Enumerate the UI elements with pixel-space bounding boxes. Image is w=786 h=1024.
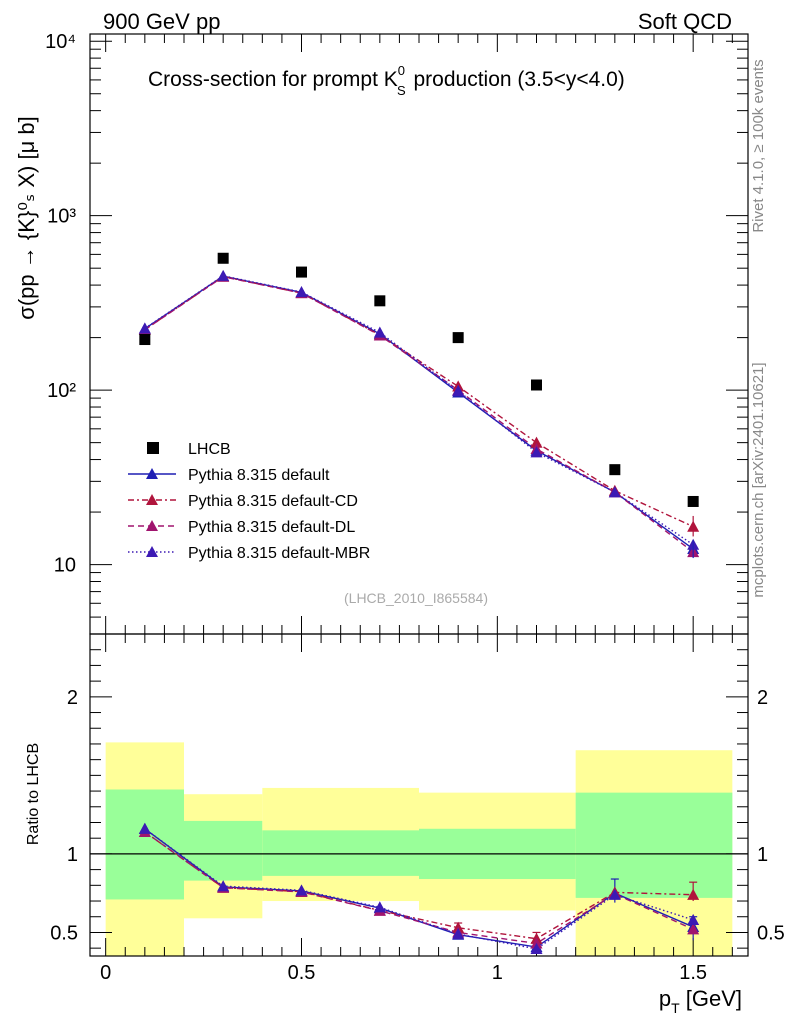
ratio-y-tick-label-left: 2 <box>67 687 78 709</box>
main-plot-area <box>138 252 700 559</box>
legend-marker-cd <box>146 494 158 505</box>
main-line-mbr <box>144 275 694 546</box>
x-tick-label: 0 <box>100 962 111 984</box>
main-point-lhcb <box>374 295 386 307</box>
main-y-tick-label: 10⁴ <box>45 31 76 53</box>
ratio-band-inner-0 <box>105 789 184 900</box>
ratio-line-cd <box>144 831 694 940</box>
main-point-lhcb <box>609 464 621 476</box>
plot-title: Cross-section for prompt K0 S production … <box>148 63 625 98</box>
ratio-y-tick-label-left: 1 <box>67 844 78 866</box>
legend-label-default: Pythia 8.315 default <box>188 467 330 484</box>
legend: LHCB Pythia 8.315 default Pythia 8.315 d… <box>128 441 370 562</box>
main-point-lhcb <box>296 266 307 278</box>
main-y-tick-label: 10 <box>54 555 76 577</box>
main-axes: 10 10² 10³ 10⁴ <box>45 31 749 635</box>
main-point-mbr <box>373 326 386 338</box>
ratio-uncertainty-bands <box>105 742 733 956</box>
ratio-point-mbr <box>687 913 700 925</box>
main-line-cd <box>144 275 694 528</box>
energy-label: 900 GeV pp <box>103 9 220 34</box>
ratio-point-mbr <box>217 880 230 892</box>
legend-label-cd: Pythia 8.315 default-CD <box>188 493 358 510</box>
y-axis-label: σ(pp → {K}⁰ₛ X) [μ b] <box>14 116 39 319</box>
main-point-mbr <box>530 446 543 458</box>
legend-label-dl: Pythia 8.315 default-DL <box>188 519 355 536</box>
ratio-point-mbr <box>530 942 543 955</box>
main-frame <box>89 33 749 635</box>
x-tick-label: 0.5 <box>288 962 316 984</box>
main-point-mbr <box>608 486 621 498</box>
ratio-y-axis-label: Ratio to LHCB <box>25 743 42 845</box>
main-y-tick-label: 10² <box>47 380 76 402</box>
ratio-point-mbr <box>138 822 151 834</box>
process-label: Soft QCD <box>638 9 732 34</box>
legend-marker-default <box>146 468 158 479</box>
main-point-lhcb <box>217 252 229 264</box>
ratio-band-inner-2 <box>262 830 419 876</box>
main-point-mbr <box>295 286 308 298</box>
ratio-point-mbr <box>295 884 308 896</box>
mcplots-credit-label: mcplots.cern.ch [arXiv:2401.10621] <box>750 362 767 597</box>
ratio-axes: 0 0.5 1 1.5 0.5 0.5 1 1 2 2 <box>50 633 785 984</box>
main-point-lhcb <box>687 495 699 507</box>
ratio-plot-area <box>138 822 700 955</box>
ratio-line-dl <box>144 831 694 945</box>
main-y-tick-label: 10³ <box>47 206 76 228</box>
main-point-lhcb <box>139 334 151 346</box>
legend-label-mbr: Pythia 8.315 default-MBR <box>188 545 370 562</box>
legend-label-lhcb: LHCB <box>188 441 231 458</box>
ratio-y-tick-label-right: 0.5 <box>757 922 785 944</box>
main-point-lhcb <box>452 332 464 344</box>
rivet-version-label: Rivet 4.1.0, ≥ 100k events <box>750 59 767 232</box>
main-point-lhcb <box>531 379 542 391</box>
main-point-mbr <box>138 322 151 334</box>
ratio-point-mbr <box>608 888 621 900</box>
ratio-y-tick-label-left: 0.5 <box>50 922 78 944</box>
x-tick-label: 1 <box>492 962 503 984</box>
x-tick-label: 1.5 <box>679 962 707 984</box>
main-point-mbr <box>452 384 465 396</box>
ratio-band-inner-1 <box>184 820 263 881</box>
ratio-band-inner-4 <box>575 792 733 898</box>
legend-marker-lhcb <box>147 442 159 454</box>
ratio-y-tick-label-right: 2 <box>757 687 768 709</box>
main-line-dl <box>144 275 694 553</box>
ratio-point-mbr <box>452 928 465 940</box>
ratio-point-cd <box>687 888 700 900</box>
ratio-point-mbr <box>373 901 386 913</box>
ratio-y-tick-label-right: 1 <box>757 844 768 866</box>
main-point-cd <box>530 436 543 448</box>
main-point-mbr <box>217 269 230 281</box>
analysis-tag: (LHCB_2010_I865584) <box>344 590 488 606</box>
legend-marker-dl <box>146 520 158 531</box>
x-axis-label: pT [GeV] <box>659 986 742 1016</box>
ratio-point-dl <box>687 923 700 935</box>
ratio-line-mbr <box>144 828 694 950</box>
legend-marker-mbr <box>146 546 158 557</box>
